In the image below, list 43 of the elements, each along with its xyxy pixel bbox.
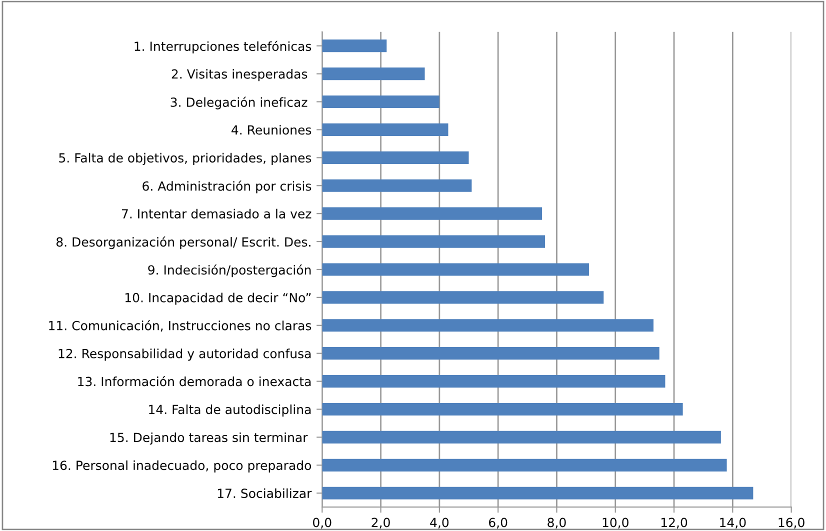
x-tick-label: 10,0 (602, 518, 628, 528)
y-tick-label: 9. Indecisión/postergación (148, 264, 311, 278)
y-tick-label: 3. Delegación ineficaz (170, 96, 308, 110)
bar (322, 402, 683, 416)
bar (322, 151, 469, 164)
y-tick-label: 13. Información demorada o inexacta (78, 376, 311, 386)
bar (322, 347, 660, 360)
bar (322, 207, 542, 220)
bar (322, 486, 754, 500)
x-tick-label: 14,0 (720, 518, 746, 528)
bar (322, 319, 654, 332)
x-tick-label: 16,0 (778, 518, 804, 528)
x-tick-label: 12,0 (661, 518, 688, 528)
y-tick-label: 4. Reuniones (232, 124, 312, 135)
y-tick-label: 10. Incapacidad de decir “No” (125, 292, 311, 305)
y-tick-label: 2. Visitas inesperadas (172, 69, 308, 82)
bar (322, 430, 721, 444)
bar (322, 458, 727, 472)
x-tick-label: 8,0 (548, 518, 566, 528)
bar (322, 375, 666, 388)
bar (322, 68, 425, 80)
y-tick-label: 7. Intentar demasiado a la vez (122, 208, 312, 218)
x-tick-label: 2,0 (372, 518, 390, 528)
bar (322, 263, 589, 276)
y-tick-label: 12. Responsabilidad y autoridad confusa (58, 348, 311, 361)
x-tick-label: 4,0 (430, 518, 449, 528)
x-tick-label: 0,0 (313, 518, 332, 528)
bar (322, 123, 448, 136)
y-tick-label: 15. Dejando tareas sin terminar (110, 432, 308, 445)
bar (322, 40, 387, 52)
bar (322, 95, 440, 108)
y-tick-label: 1. Interrupciones telefónicas (134, 40, 312, 54)
x-tick-label: 6,0 (489, 518, 508, 528)
bar (322, 235, 545, 248)
y-tick-label: 11. Comunicación, Instrucciones no claras (49, 320, 312, 332)
bar (322, 179, 472, 192)
bar (322, 291, 604, 304)
y-tick-label: 16. Personal inadecuado, poco preparado (52, 460, 312, 473)
y-tick-label: 5. Falta de objetivos, prioridades, planes (59, 152, 312, 166)
y-tick-label: 17. Sociabilizar (218, 488, 312, 498)
y-tick-label: 6. Administración por crisis (142, 180, 312, 194)
y-tick-label: 8. Desorganización personal/ Escrit. Des. (56, 236, 310, 250)
y-tick-label: 14. Falta de autodisciplina (149, 404, 311, 417)
